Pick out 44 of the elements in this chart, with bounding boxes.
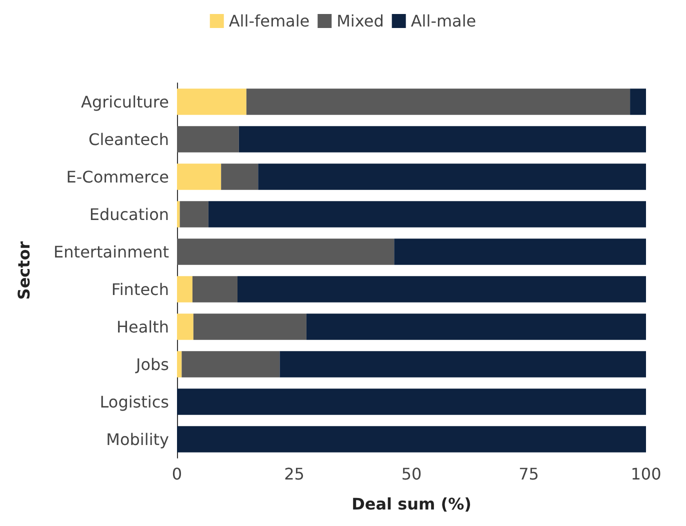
x-tick-label: 50	[401, 464, 422, 484]
bar	[192, 276, 238, 302]
bar	[177, 351, 182, 378]
legend-label: All-male	[410, 12, 476, 30]
y-tick-label: Fintech	[111, 280, 169, 299]
bar	[177, 276, 192, 302]
y-tick-label: Mobility	[106, 430, 169, 449]
x-tick-label: 75	[518, 464, 539, 484]
bar	[238, 126, 646, 152]
y-tick-label: Logistics	[100, 392, 169, 412]
x-tick-label: 0	[172, 464, 182, 484]
y-tick-label: E-Commerce	[66, 167, 169, 186]
x-axis-title: Deal sum (%)	[352, 494, 472, 514]
x-tick-label: 100	[630, 464, 662, 484]
bar	[177, 201, 180, 228]
y-axis-title: Sector	[14, 241, 34, 300]
bar	[246, 88, 630, 115]
bar	[258, 164, 646, 190]
y-tick-label: Agriculture	[81, 92, 169, 112]
y-tick-label: Jobs	[135, 354, 169, 374]
legend-label: Mixed	[336, 12, 384, 30]
bar	[630, 88, 646, 115]
bar	[306, 314, 646, 340]
bar	[182, 351, 280, 378]
x-tick-label: 25	[284, 464, 304, 484]
y-tick-label: Health	[116, 317, 169, 336]
legend-label: All-female	[228, 12, 310, 30]
bar	[193, 314, 306, 340]
bar	[177, 388, 646, 415]
bar	[394, 238, 646, 265]
bar	[177, 88, 246, 115]
bar	[280, 351, 646, 378]
bar	[238, 276, 646, 302]
y-tick-label: Cleantech	[88, 130, 169, 149]
y-tick-label: Education	[89, 204, 169, 224]
bar	[221, 164, 258, 190]
bar	[180, 201, 208, 228]
bar	[208, 201, 646, 228]
y-tick-label: Entertainment	[54, 242, 169, 262]
bar	[177, 164, 222, 190]
bar	[177, 314, 194, 340]
bar	[177, 238, 394, 265]
bar	[177, 126, 239, 152]
bar	[177, 426, 646, 452]
